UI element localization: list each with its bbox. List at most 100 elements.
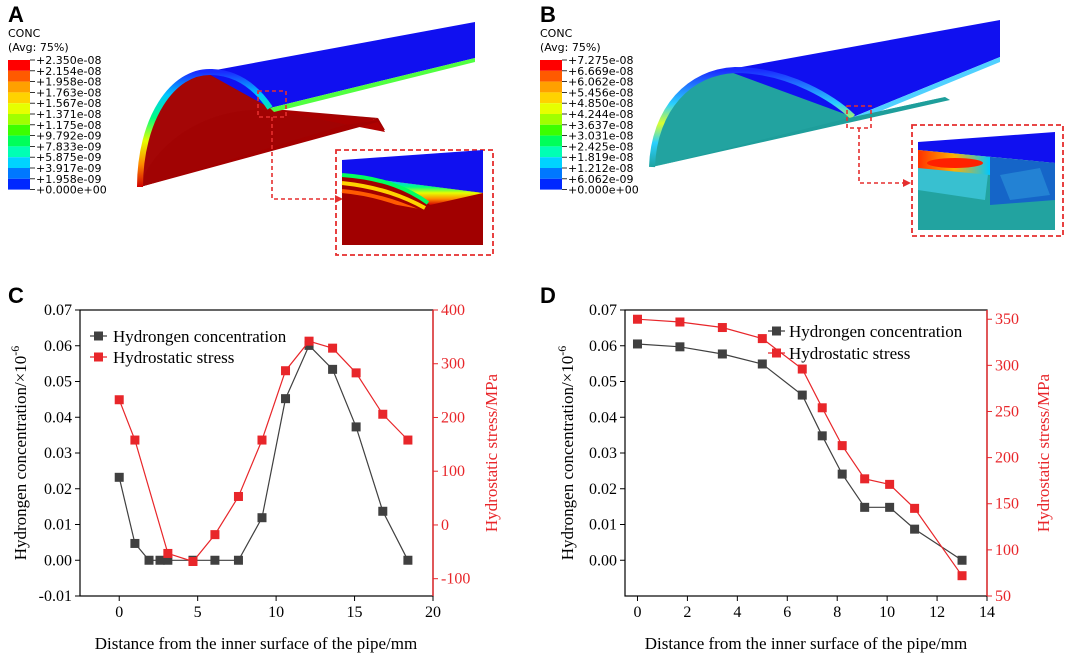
legend-b-value-label: +7.275e-08 (568, 54, 633, 67)
chart-d-legend-label-conc: Hydrongen concentration (789, 322, 963, 341)
chart-c-y-left-tick-label: 0.05 (44, 374, 72, 391)
chart-d-y-right-tick-label: 250 (995, 403, 1019, 420)
chart-d-point-stress (675, 317, 685, 327)
chart-d-x-tick-label: 10 (879, 604, 895, 621)
legend-b-color-swatch (540, 92, 562, 104)
chart-d-point-stress (717, 323, 727, 333)
chart-c-y-left-tick-label: 0.01 (44, 517, 72, 534)
chart-d-point-conc (797, 390, 807, 400)
chart-d-point-conc (817, 431, 827, 441)
legend-a-color-swatch (8, 168, 30, 179)
chart-d-y-right-tick-label: 150 (995, 496, 1019, 513)
chart-d-y-right-tick-label: 50 (995, 588, 1011, 605)
legend-b-value-label: +0.000e+00 (568, 184, 639, 197)
chart-d-y-left-tick-label: 0.02 (589, 481, 617, 498)
legend-a-value-label: +0.000e+00 (36, 184, 107, 197)
legend-b-color-swatch (540, 168, 562, 179)
chart-c-point-stress (378, 409, 388, 419)
legend-b-color-swatch (540, 135, 562, 147)
legend-a-value-label: +1.567e-08 (36, 97, 101, 110)
legend-b-color-swatch (540, 114, 562, 125)
legend-b-color-swatch (540, 70, 562, 82)
legend-b-color-swatch (540, 60, 562, 71)
chart-c-legend-label-conc: Hydrongen concentration (113, 327, 287, 346)
chart-d-y-left-tick-label: 0.01 (589, 517, 617, 534)
chart-d-point-conc (837, 469, 847, 479)
chart-c-x-axis-title: Distance from the inner surface of the p… (95, 634, 417, 653)
chart-c-point-stress (210, 530, 220, 540)
legend-b-subtitle: (Avg: 75%) (540, 41, 601, 54)
chart-c-y-right-tick-label: 200 (441, 409, 465, 426)
chart-d-x-tick-label: 6 (783, 604, 791, 621)
chart-c-y-left-tick-label: 0.04 (44, 409, 72, 426)
chart-c-point-stress (281, 366, 291, 376)
legend-b-color-swatch (540, 146, 562, 158)
inset-frame-b (911, 124, 1064, 237)
inset-a (341, 150, 483, 245)
chart-d-point-stress (837, 441, 847, 451)
chart-d-point-stress (957, 571, 967, 581)
chart-c-legend: Hydrongen concentration Hydrostatic stre… (90, 327, 287, 367)
legend-a-value-label: +1.175e-08 (36, 119, 101, 132)
legend-b-value-label: +3.637e-08 (568, 119, 633, 132)
chart-c-y-right-tick-label: 300 (441, 356, 465, 373)
chart-d-point-conc (757, 359, 767, 369)
chart-c-point-conc (257, 513, 267, 523)
legend-b-value-label: +1.819e-08 (568, 151, 633, 164)
legend-b-value-label: +3.031e-08 (568, 130, 633, 143)
chart-d-y-right-tick-label: 350 (995, 311, 1019, 328)
chart-c-point-conc (351, 422, 361, 432)
pipe-model-a (137, 22, 475, 188)
chart-c-point-conc (114, 472, 124, 482)
chart-c-point-conc (210, 555, 220, 565)
chart-c-y-right-tick-label: 100 (441, 463, 465, 480)
chart-c-y-right-tick-label: 0 (441, 517, 449, 534)
chart-d-point-stress (757, 334, 767, 344)
panel-c-letter: C (8, 283, 24, 308)
chart-d-legend-marker-conc (772, 326, 781, 336)
panel-b: B CONC (Avg: 75%) +7.275e-08+6.669e-08+6… (540, 2, 1064, 237)
legend-a-value-label: +1.371e-08 (36, 108, 101, 121)
legend-a-color-swatch (8, 92, 30, 104)
chart-c-point-conc (233, 555, 243, 565)
panel-d-letter: D (540, 283, 556, 308)
legend-a-color-swatch (8, 124, 30, 136)
chart-c-y-left-tick-label: -0.01 (39, 588, 72, 605)
legend-a-value-label: +1.763e-08 (36, 86, 101, 99)
pipe-a-outer-surface (205, 22, 475, 108)
chart-c-x-tick-label: 10 (268, 604, 284, 621)
legend-a-value-label: +7.833e-09 (36, 140, 101, 153)
legend-a-color-swatch (8, 60, 30, 71)
chart-d-y-left-tick-label: 0.04 (589, 409, 617, 426)
legend-a-value-label: +2.350e-08 (36, 54, 101, 67)
chart-d-x-tick-label: 8 (833, 604, 841, 621)
chart-d-y-left-tick-label: 0.03 (589, 445, 617, 462)
chart-c-y-right-tick-label: 400 (441, 302, 465, 319)
legend-b-value-label: +4.244e-08 (568, 108, 633, 121)
chart-c-y-left-tick-label: 0.03 (44, 445, 72, 462)
chart-d-x-tick-label: 14 (979, 604, 995, 621)
chart-d-x-tick-label: 2 (683, 604, 691, 621)
chart-c-point-stress (257, 435, 267, 445)
chart-c-y-left-tick-label: 0.07 (44, 302, 72, 319)
chart-d-point-stress (860, 474, 870, 484)
chart-d-y-left-tick-label: 0.05 (589, 374, 617, 391)
chart-d-y-left-title: Hydrongen concentration/×10-6 (555, 346, 577, 561)
pipe-b-outer-surface (725, 20, 1000, 117)
chart-d-point-stress (817, 403, 827, 413)
chart-d-point-conc (632, 339, 642, 349)
legend-a-colorbar: +2.350e-08+2.154e-08+1.958e-08+1.763e-08… (8, 54, 107, 197)
chart-c-legend-marker-stress (94, 352, 103, 362)
chart-c-point-stress (163, 548, 173, 558)
pipe-model-b (649, 20, 1000, 168)
chart-c-point-stress (403, 435, 413, 445)
chart-d-y-left-tick-label: 0.00 (589, 552, 617, 569)
legend-b-color-swatch (540, 124, 562, 136)
chart-d-x-tick-label: 12 (929, 604, 945, 621)
chart-c: 0 5 10 15 20 -0.01 0.00 0.01 0.02 0.03 0.04 0.05 0.0… (8, 302, 501, 653)
chart-c-point-stress (233, 491, 243, 501)
zoom-box-a (257, 90, 287, 118)
chart-d-legend: Hydrongen concentration Hydrostatic stre… (768, 322, 963, 363)
panel-a-letter: A (8, 2, 24, 27)
